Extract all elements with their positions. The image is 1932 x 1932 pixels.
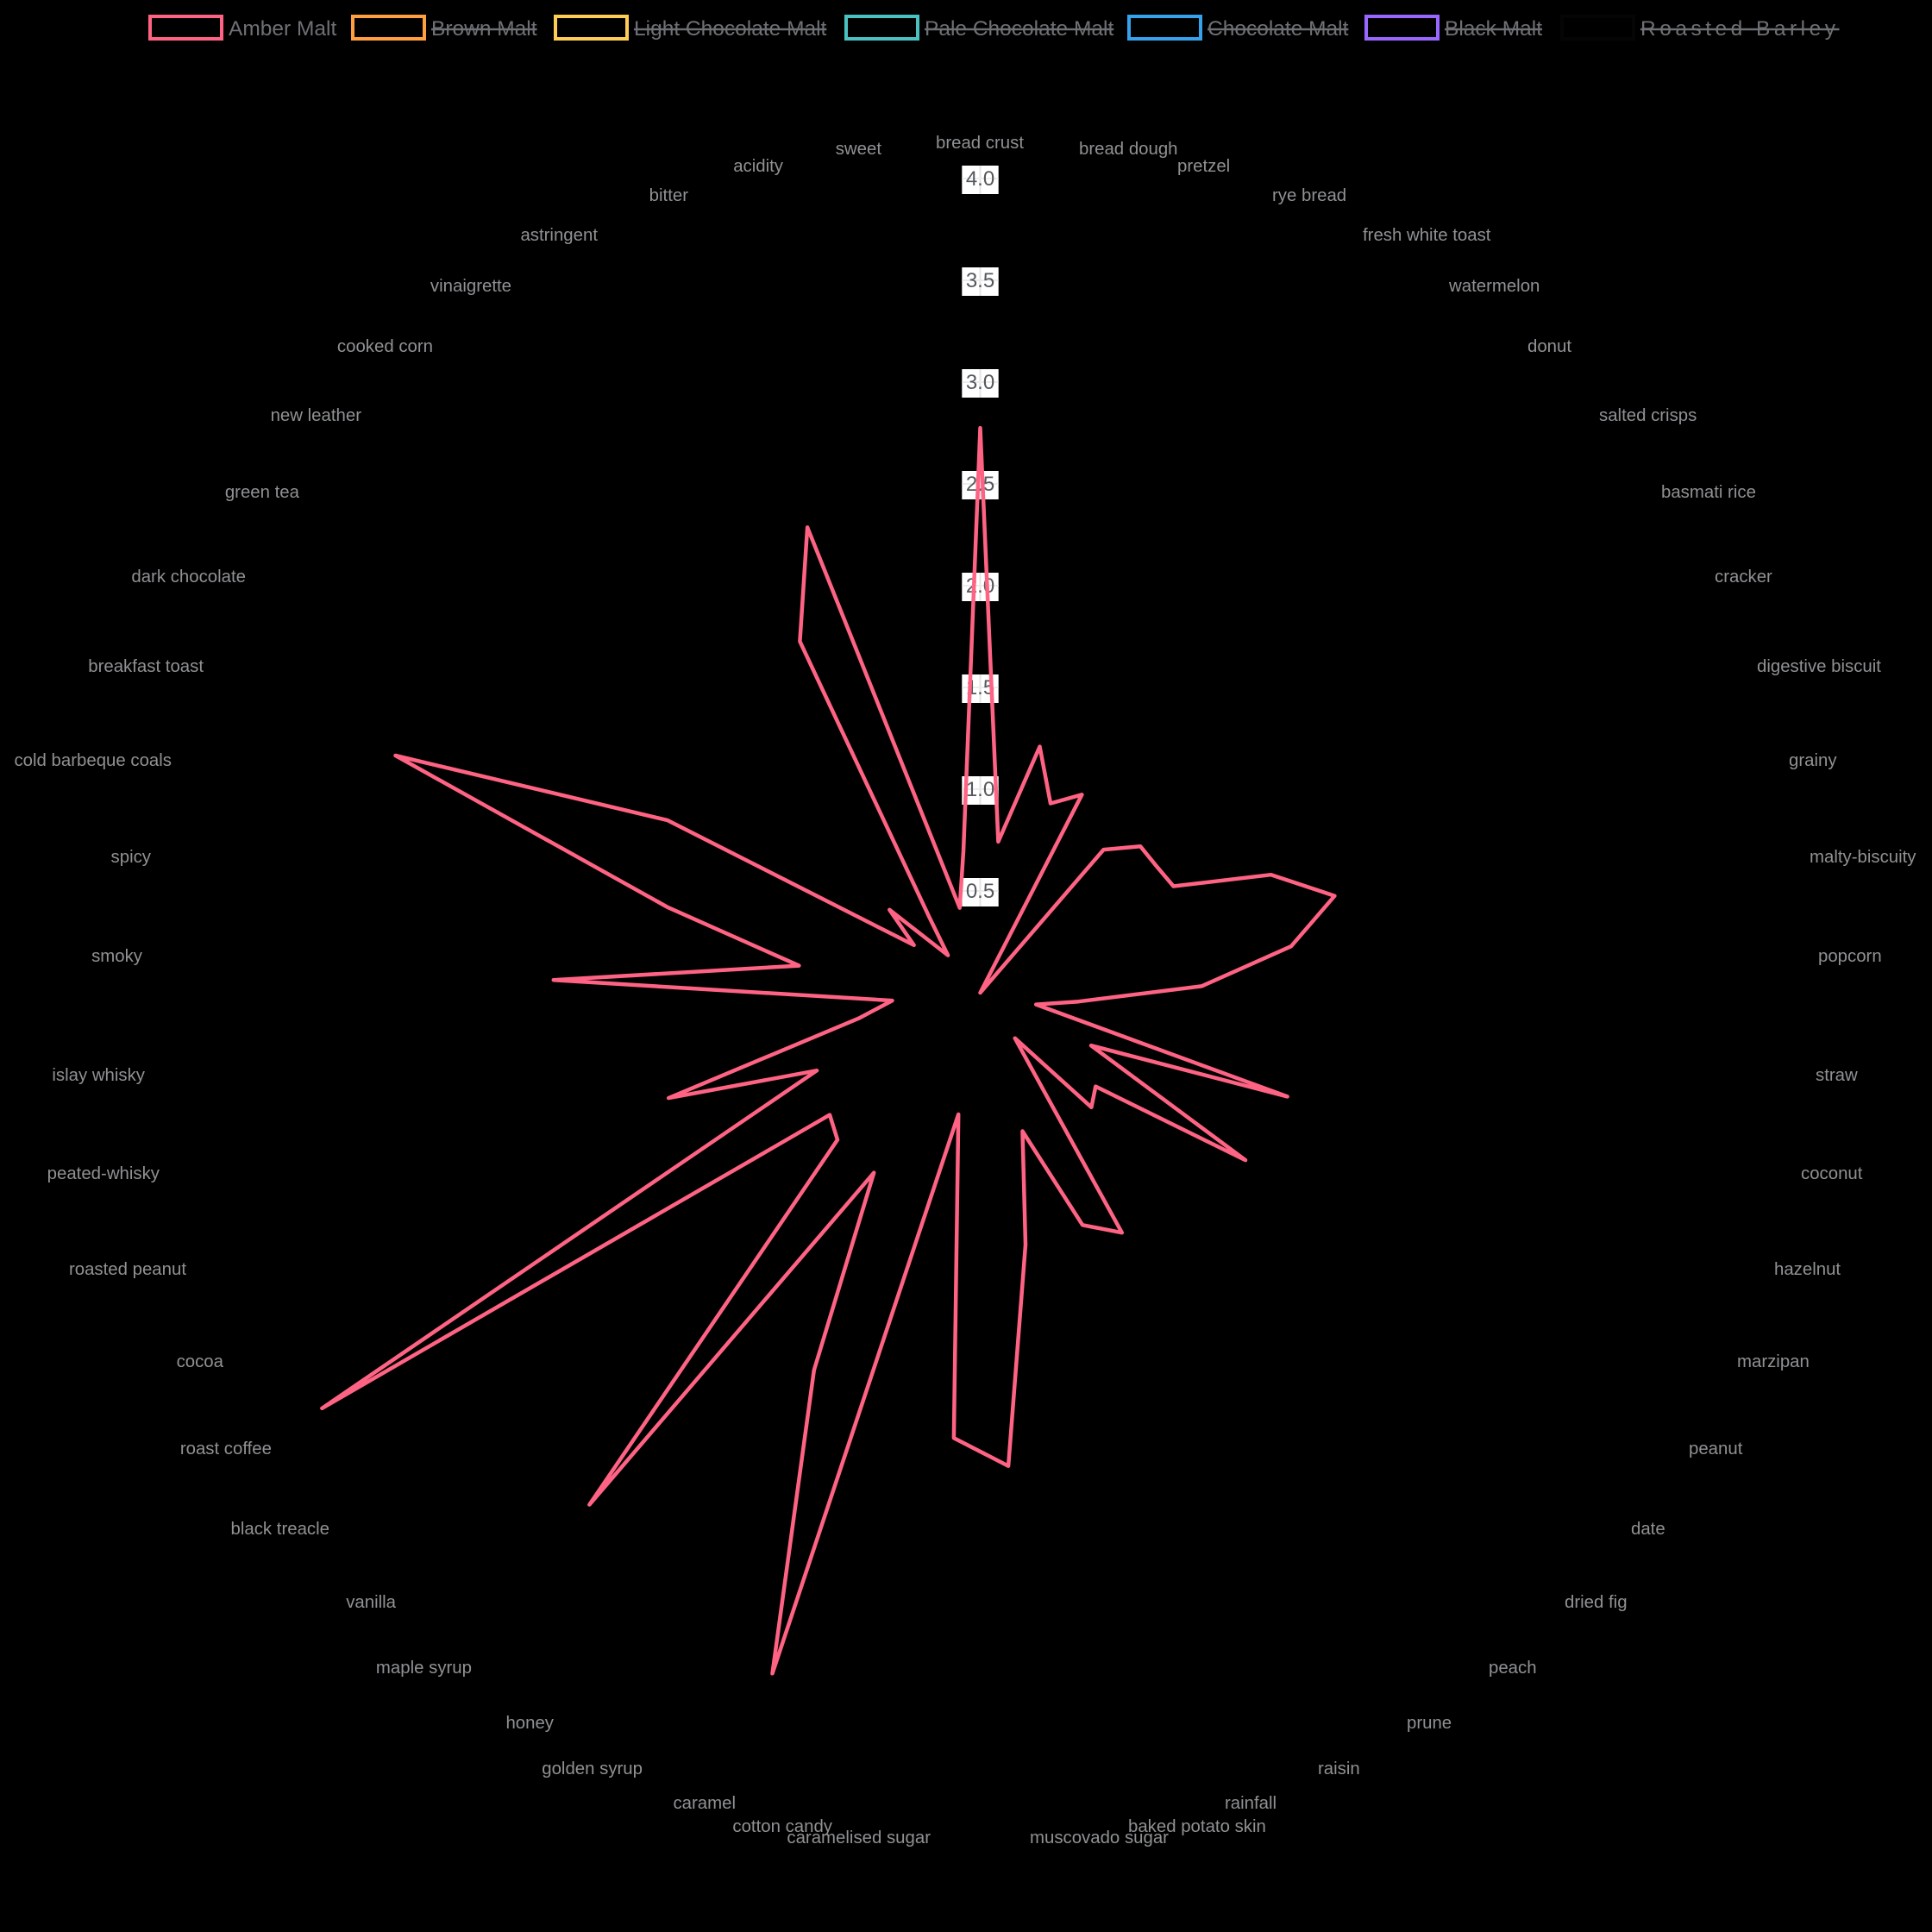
svg-text:Brown Malt: Brown Malt	[431, 17, 537, 41]
svg-text:vinaigrette: vinaigrette	[430, 277, 511, 296]
svg-text:peanut: peanut	[1689, 1440, 1743, 1458]
svg-text:Black Malt: Black Malt	[1445, 17, 1542, 41]
svg-text:Roasted Barley: Roasted Barley	[1640, 17, 1840, 41]
svg-text:bitter: bitter	[649, 186, 689, 205]
svg-text:salted crisps: salted crisps	[1599, 406, 1697, 425]
svg-text:hazelnut: hazelnut	[1774, 1260, 1841, 1279]
svg-text:acidity: acidity	[733, 157, 784, 176]
svg-text:cotton candy: cotton candy	[732, 1817, 832, 1836]
svg-text:1.0: 1.0	[966, 778, 994, 801]
svg-text:3.0: 3.0	[966, 371, 994, 394]
svg-text:caramel: caramel	[673, 1794, 736, 1813]
svg-text:rainfall: rainfall	[1225, 1794, 1276, 1813]
svg-text:date: date	[1631, 1520, 1665, 1539]
svg-text:3.5: 3.5	[966, 269, 994, 292]
svg-text:baked potato skin: baked potato skin	[1128, 1817, 1266, 1836]
svg-text:fresh white toast: fresh white toast	[1363, 226, 1491, 245]
svg-text:vanilla: vanilla	[346, 1593, 396, 1612]
svg-text:popcorn: popcorn	[1818, 947, 1882, 966]
svg-text:watermelon: watermelon	[1448, 277, 1540, 296]
svg-text:0.5: 0.5	[966, 880, 994, 903]
svg-text:dark chocolate: dark chocolate	[131, 568, 246, 586]
svg-text:Pale Chocolate Malt: Pale Chocolate Malt	[925, 17, 1113, 41]
svg-text:prune: prune	[1407, 1714, 1452, 1733]
svg-text:cold barbeque coals: cold barbeque coals	[14, 751, 172, 770]
svg-text:cocoa: cocoa	[177, 1352, 224, 1371]
svg-text:muscovado sugar: muscovado sugar	[1030, 1828, 1169, 1847]
svg-text:peach: peach	[1489, 1659, 1537, 1678]
svg-text:spicy: spicy	[111, 848, 152, 867]
svg-text:digestive biscuit: digestive biscuit	[1757, 657, 1881, 676]
svg-text:smoky: smoky	[91, 947, 143, 966]
svg-text:pretzel: pretzel	[1177, 157, 1230, 176]
svg-text:basmati rice: basmati rice	[1661, 483, 1756, 502]
svg-text:roast coffee: roast coffee	[180, 1440, 272, 1458]
svg-text:Amber Malt: Amber Malt	[229, 17, 336, 41]
svg-text:Light Chocolate Malt: Light Chocolate Malt	[634, 17, 827, 41]
svg-text:malty-biscuity: malty-biscuity	[1810, 848, 1916, 867]
svg-text:rye bread: rye bread	[1272, 186, 1346, 205]
svg-text:2.0: 2.0	[966, 574, 994, 598]
svg-text:golden syrup: golden syrup	[542, 1760, 643, 1778]
svg-text:cracker: cracker	[1715, 568, 1772, 586]
svg-text:new leather: new leather	[271, 406, 362, 425]
svg-text:Chocolate Malt: Chocolate Malt	[1208, 17, 1349, 41]
svg-text:roasted peanut: roasted peanut	[69, 1260, 186, 1279]
svg-text:raisin: raisin	[1318, 1760, 1360, 1778]
svg-text:astringent: astringent	[520, 226, 598, 245]
svg-text:black treacle: black treacle	[231, 1520, 329, 1539]
svg-text:coconut: coconut	[1801, 1164, 1863, 1183]
svg-text:bread dough: bread dough	[1079, 140, 1178, 159]
svg-text:islay whisky: islay whisky	[52, 1066, 145, 1085]
svg-text:honey: honey	[505, 1714, 554, 1733]
svg-text:bread crust: bread crust	[936, 134, 1024, 153]
svg-text:caramelised sugar: caramelised sugar	[787, 1828, 931, 1847]
svg-text:4.0: 4.0	[966, 167, 994, 191]
svg-text:green tea: green tea	[225, 483, 300, 502]
svg-text:sweet: sweet	[836, 140, 882, 159]
svg-text:marzipan: marzipan	[1737, 1352, 1810, 1371]
svg-text:maple syrup: maple syrup	[376, 1659, 472, 1678]
svg-text:cooked corn: cooked corn	[337, 337, 433, 356]
svg-text:breakfast toast: breakfast toast	[88, 657, 204, 676]
svg-text:grainy: grainy	[1789, 751, 1837, 770]
svg-text:straw: straw	[1816, 1066, 1858, 1085]
svg-text:dried fig: dried fig	[1565, 1593, 1628, 1612]
svg-text:donut: donut	[1527, 337, 1571, 356]
svg-text:peated-whisky: peated-whisky	[47, 1164, 160, 1183]
